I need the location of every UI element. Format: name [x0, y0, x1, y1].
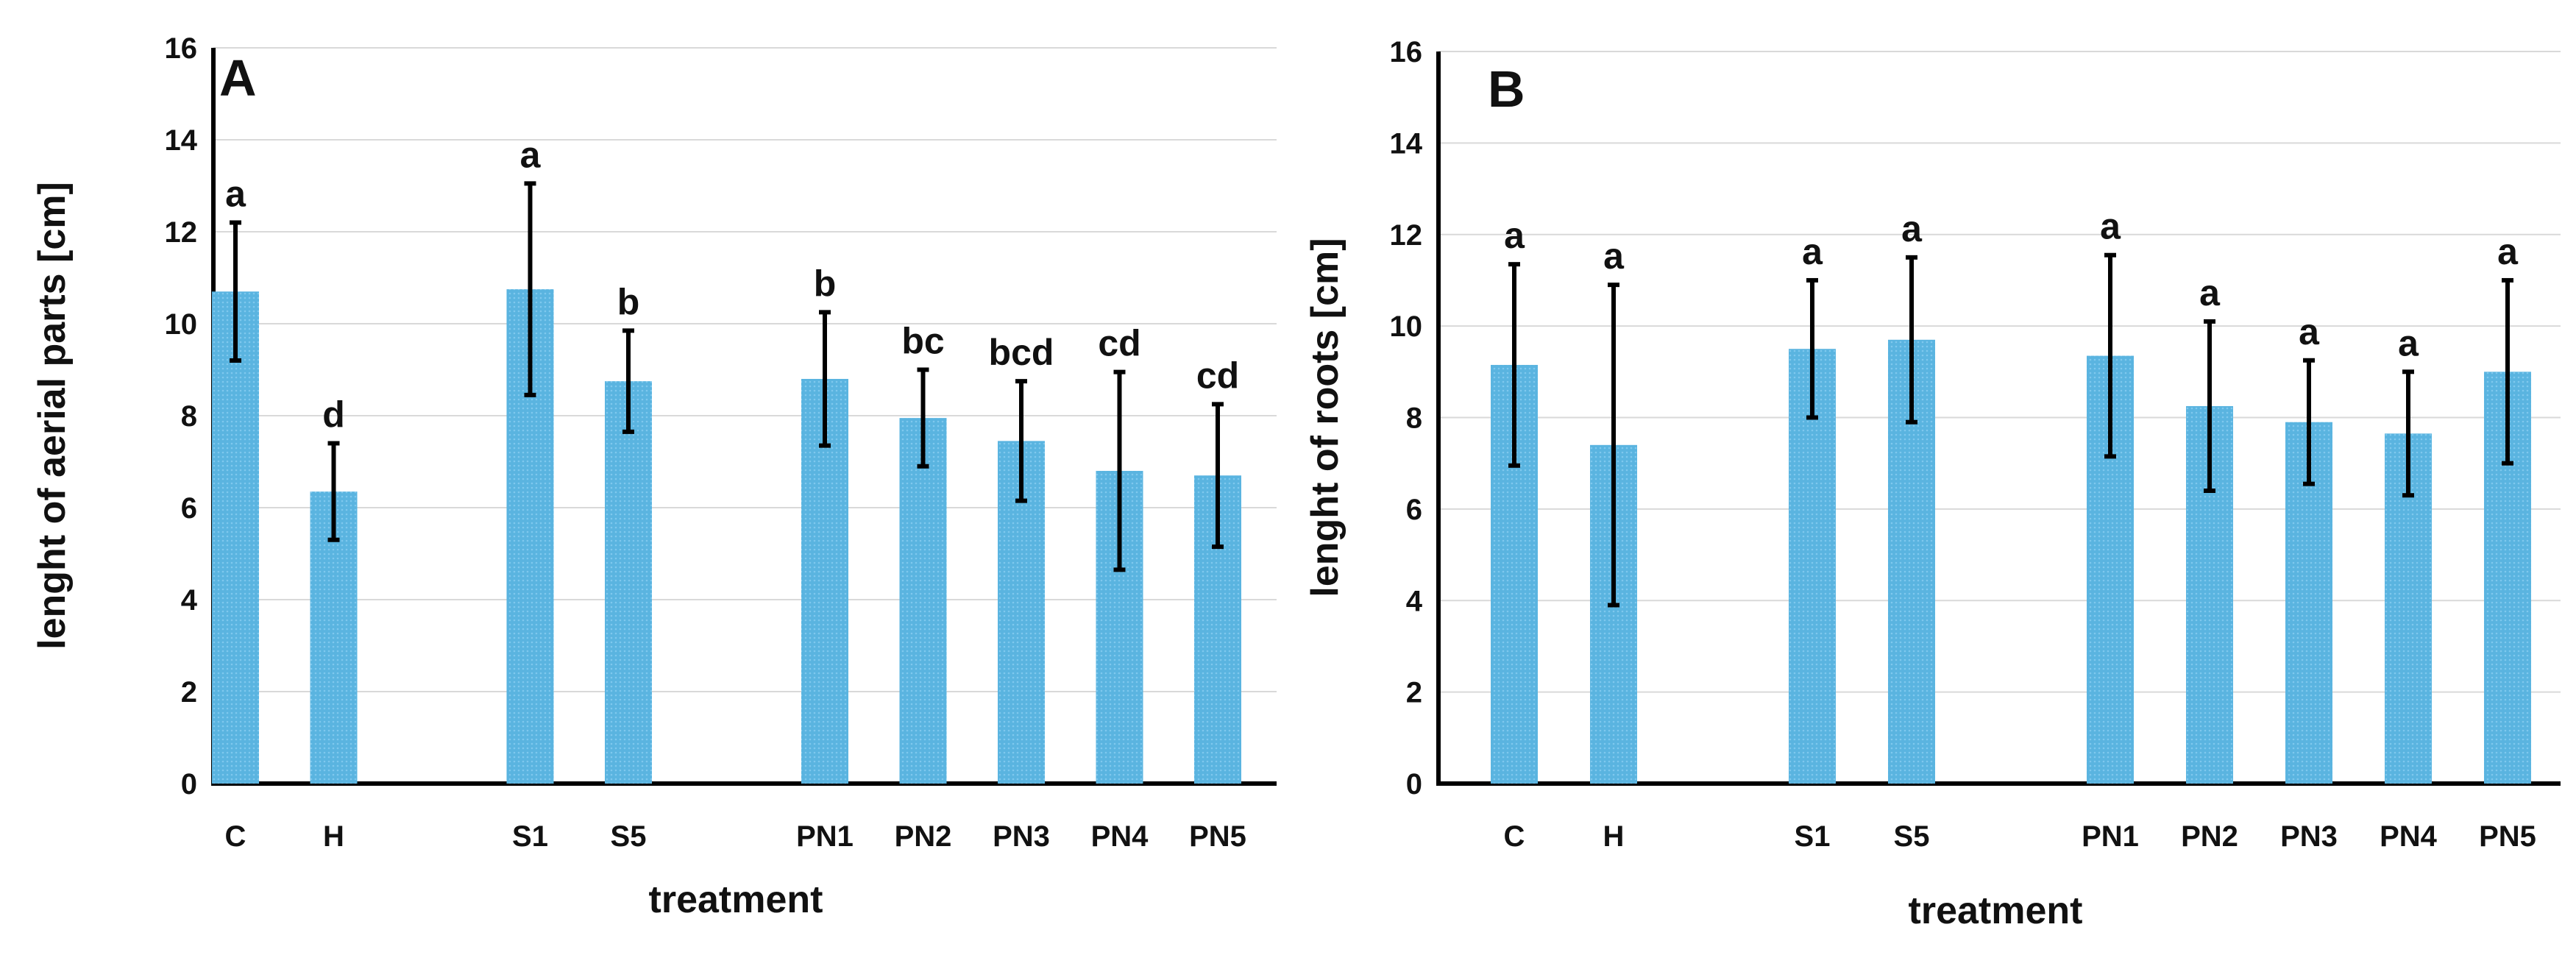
y-tick-label: 2 [1406, 677, 1422, 709]
x-tick-label: S5 [1894, 820, 1930, 853]
y-tick-label: 12 [1390, 219, 1423, 252]
x-tick-label: C [225, 820, 246, 853]
y-tick-label: 6 [181, 492, 197, 525]
x-tick-label: H [323, 820, 344, 853]
significance-label: a [2100, 206, 2121, 247]
y-tick-label: 14 [165, 124, 198, 157]
x-tick-label: PN2 [2181, 820, 2238, 853]
x-tick-label: S5 [611, 820, 647, 853]
panel-a: 0 2 4 6 8 10 12 14 16 a Cd Ha S1 b S5 b PN1 bc PN2 bcd PN3 cd… [31, 32, 1277, 921]
y-tick-label: 2 [181, 676, 197, 709]
significance-label: a [1504, 215, 1525, 256]
y-tick-label: 10 [1390, 310, 1423, 343]
x-tick-label: S1 [1795, 820, 1831, 853]
bar-s5 [605, 381, 652, 784]
x-tick-label: PN3 [993, 820, 1050, 853]
panel-b: 0 2 4 6 8 10 12 14 16 a Ca Ha S1 a S5 a PN1 a PN2 a PN3 a PN4 a… [1304, 36, 2561, 932]
significance-label: cd [1098, 323, 1140, 364]
y-tick-label: 4 [181, 584, 198, 617]
x-tick-label: PN4 [1091, 820, 1149, 853]
y-tick-label: 12 [165, 216, 198, 249]
panel-label: B [1488, 60, 1525, 118]
significance-label: a [225, 174, 246, 215]
x-tick-label: C [1504, 820, 1525, 853]
panel-label: A [219, 49, 257, 107]
y-tick-label: 14 [1390, 127, 1423, 160]
bar-c [212, 291, 259, 784]
y-tick-label: 8 [1406, 402, 1422, 435]
significance-label: bc [901, 321, 944, 362]
y-tick-label: 16 [165, 32, 198, 65]
significance-label: a [2497, 231, 2519, 272]
significance-label: a [2199, 272, 2221, 313]
bar-s1 [1789, 349, 1836, 784]
x-tick-label: H [1603, 820, 1625, 853]
significance-label: a [1901, 208, 1923, 249]
significance-label: cd [1196, 355, 1239, 396]
x-tick-label: PN2 [895, 820, 952, 853]
significance-label: b [617, 281, 640, 322]
y-axis-title: lenght of aerial parts [cm] [31, 182, 74, 650]
x-tick-label: PN5 [2479, 820, 2536, 853]
significance-label: a [2299, 311, 2320, 352]
bar-pn2 [899, 418, 947, 784]
y-axis-title: lenght of roots [cm] [1304, 238, 1346, 597]
significance-label: d [322, 394, 345, 436]
y-tick-label: 10 [165, 308, 198, 341]
y-tick-label: 4 [1406, 585, 1423, 617]
x-tick-label: PN3 [2280, 820, 2338, 853]
x-tick-label: PN4 [2380, 820, 2438, 853]
y-tick-label: 6 [1406, 494, 1422, 526]
significance-label: b [814, 263, 837, 304]
y-tick-label: 8 [181, 400, 197, 433]
significance-label: a [520, 134, 542, 175]
x-axis-title: treatment [1909, 890, 2083, 932]
y-tick-label: 0 [181, 768, 197, 800]
x-axis-title: treatment [649, 878, 823, 921]
x-tick-label: S1 [512, 820, 548, 853]
y-tick-label: 16 [1390, 36, 1423, 68]
x-tick-label: PN5 [1189, 820, 1246, 853]
y-tick-label: 0 [1406, 768, 1422, 800]
x-tick-label: PN1 [2082, 820, 2139, 853]
significance-label: a [2398, 322, 2419, 363]
significance-label: bcd [989, 332, 1054, 373]
x-tick-label: PN1 [796, 820, 854, 853]
significance-label: a [1802, 231, 1823, 272]
significance-label: a [1603, 235, 1625, 277]
